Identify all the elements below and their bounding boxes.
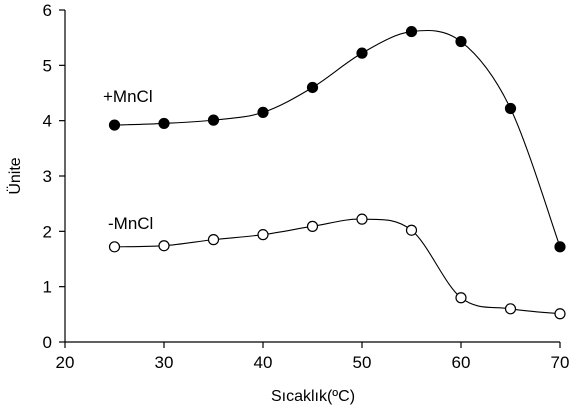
y-axis-title: Ünite: [6, 157, 24, 194]
series-1-point-5: [356, 213, 368, 225]
series-0-point-8: [504, 102, 517, 115]
y-tick-label-5: 5: [43, 56, 52, 75]
series-0-point-7: [455, 35, 467, 48]
x-tick-label-5: 70: [551, 353, 570, 372]
series-1-point-9: [554, 308, 566, 320]
y-tick-label-1: 1: [43, 278, 52, 297]
series-0-point-6: [405, 25, 418, 38]
series-layer: [108, 25, 566, 320]
y-tick-label-4: 4: [43, 112, 52, 131]
y-tick-label-0: 0: [43, 333, 52, 352]
series-1-point-0: [108, 241, 121, 253]
y-tick-label-2: 2: [43, 222, 52, 241]
series-1-point-4: [306, 220, 319, 232]
x-axis-title: Sıcaklık(ºC): [271, 388, 355, 405]
series-0-point-0: [108, 119, 121, 131]
series-1-point-8: [504, 303, 517, 315]
series-0-point-4: [306, 81, 319, 94]
series-label-minus-mncl: -MnCl: [108, 214, 153, 233]
x-tick-label-0: 20: [56, 353, 75, 372]
series-1-point-6: [405, 224, 418, 236]
series-0-point-2: [207, 114, 220, 126]
series-0-point-1: [158, 117, 170, 130]
series-line-0: [114, 29, 561, 248]
series-1-point-3: [257, 229, 269, 241]
series-1-point-2: [207, 234, 220, 246]
series-0-point-5: [356, 47, 368, 59]
x-tick-label-1: 30: [155, 353, 174, 372]
y-tick-label-6: 6: [43, 1, 52, 20]
series-0-point-9: [554, 241, 566, 253]
y-tick-label-3: 3: [43, 167, 52, 186]
series-1-point-7: [455, 292, 467, 304]
series-label-plus-mncl: +MnCl: [103, 87, 153, 106]
y-ticks: 0 1 2 3 4 5 6: [43, 1, 65, 352]
series-1-point-1: [158, 240, 170, 252]
series-line-1: [114, 218, 561, 315]
axes: [64, 10, 560, 343]
x-tick-label-4: 60: [452, 353, 471, 372]
x-tick-label-2: 40: [254, 353, 273, 372]
x-tick-label-3: 50: [353, 353, 372, 372]
series-0-point-3: [257, 106, 269, 118]
x-ticks: 20 30 40 50 60 70: [56, 342, 570, 372]
